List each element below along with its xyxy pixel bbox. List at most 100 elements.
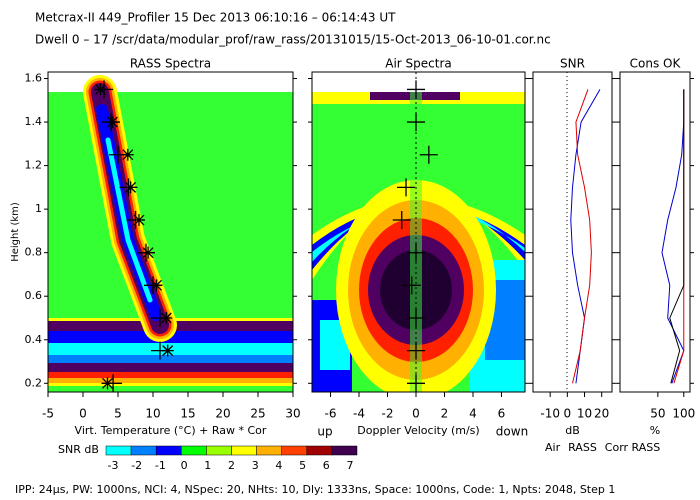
x-tick-label: 30 bbox=[285, 407, 300, 421]
x-tick-label: 0 bbox=[412, 407, 420, 421]
plot-frame bbox=[619, 71, 691, 393]
x-tick-label: 0 bbox=[79, 407, 87, 421]
marker bbox=[407, 80, 426, 99]
rass-contour bbox=[48, 72, 293, 392]
panel-title: RASS Spectra bbox=[130, 57, 211, 71]
marker bbox=[106, 116, 119, 129]
colorbar-swatch bbox=[130, 445, 157, 456]
profile-line bbox=[661, 89, 685, 384]
x-tick-label: -6 bbox=[325, 407, 337, 421]
colorbar-swatch bbox=[231, 445, 257, 456]
y-tick-label: 1.4 bbox=[25, 115, 43, 128]
y-axis-label: Height (km) bbox=[10, 202, 21, 262]
marker bbox=[407, 374, 426, 393]
legend-entry: RASS bbox=[568, 441, 597, 454]
x-tick-label: 4 bbox=[469, 407, 477, 421]
colorbar-label: 4 bbox=[275, 459, 282, 472]
marker bbox=[94, 83, 107, 96]
colorbar-swatch bbox=[256, 445, 282, 456]
marker bbox=[397, 178, 416, 197]
panel-title: Air Spectra bbox=[385, 57, 452, 71]
x-tick-label: 2 bbox=[441, 407, 449, 421]
colorbar-swatch bbox=[206, 445, 232, 456]
colorbar-swatch bbox=[181, 445, 207, 456]
title: Metcrax-II 449_Profiler 15 Dec 2013 06:1… bbox=[35, 11, 396, 25]
panel-title: Cons OK bbox=[630, 57, 682, 71]
colorbar-swatch bbox=[331, 445, 358, 456]
footer: IPP: 24μs, PW: 1000ns, NCI: 4, NSpec: 20… bbox=[15, 483, 615, 496]
colorbar-label: -2 bbox=[131, 459, 142, 472]
colorbar-title: SNR dB bbox=[58, 443, 99, 456]
x-axis-label: % bbox=[650, 424, 660, 437]
y-tick-label: 0.6 bbox=[25, 289, 43, 302]
marker bbox=[419, 145, 438, 164]
x-tick-label: -5 bbox=[42, 407, 54, 421]
profile-line bbox=[570, 89, 601, 384]
marker bbox=[124, 181, 137, 194]
legend-entry: Air bbox=[545, 441, 561, 454]
x-axis-label: Virt. Temperature (°C) + Raw * Cor bbox=[75, 424, 267, 437]
x-tick-label: -10 bbox=[540, 407, 560, 421]
y-tick-label: 0.8 bbox=[25, 246, 43, 259]
colorbar-label: -1 bbox=[155, 459, 166, 472]
y-tick-label: 0.2 bbox=[25, 376, 43, 389]
x-tick-label: 20 bbox=[215, 407, 230, 421]
marker bbox=[161, 344, 174, 357]
x-tick-label: 6 bbox=[498, 407, 506, 421]
x-tick-label: 100 bbox=[672, 407, 695, 421]
x-tick-label: 50 bbox=[650, 407, 665, 421]
marker bbox=[150, 279, 163, 292]
colorbar-label: 6 bbox=[323, 459, 330, 472]
x-tick-label: 0 bbox=[564, 407, 572, 421]
note: up bbox=[317, 425, 332, 439]
x-tick-label: -4 bbox=[353, 407, 365, 421]
y-tick-label: 1.2 bbox=[25, 159, 43, 172]
colorbar-label: 1 bbox=[204, 459, 211, 472]
profile-line bbox=[669, 89, 685, 384]
marker bbox=[407, 341, 426, 360]
air-contour bbox=[312, 72, 525, 392]
colorbar-swatch bbox=[155, 445, 182, 456]
x-tick-label: 20 bbox=[594, 407, 609, 421]
colorbar-label: 7 bbox=[347, 459, 354, 472]
legend-entry: Corr RASS bbox=[605, 441, 660, 454]
x-tick-label: 25 bbox=[250, 407, 265, 421]
x-axis-label: dB bbox=[565, 424, 580, 437]
marker bbox=[407, 308, 426, 327]
marker bbox=[121, 148, 134, 161]
colorbar-label: 0 bbox=[181, 459, 188, 472]
colorbar-label: 5 bbox=[299, 459, 306, 472]
x-tick-label: -2 bbox=[382, 407, 394, 421]
marker bbox=[133, 214, 145, 227]
colorbar-label: 2 bbox=[228, 459, 235, 472]
marker bbox=[407, 113, 426, 132]
colorbar-swatch bbox=[306, 445, 333, 456]
x-axis-label: Doppler Velocity (m/s) bbox=[357, 424, 479, 437]
marker bbox=[142, 246, 155, 259]
x-tick-label: 5 bbox=[114, 407, 122, 421]
marker bbox=[101, 377, 114, 390]
marker bbox=[407, 243, 426, 262]
profile-line bbox=[572, 89, 592, 384]
x-tick-label: 15 bbox=[180, 407, 195, 421]
colorbar-label: -3 bbox=[108, 459, 119, 472]
marker bbox=[392, 211, 411, 230]
y-tick-label: 1 bbox=[35, 202, 42, 215]
note: down bbox=[496, 425, 528, 439]
panel-title: SNR bbox=[560, 57, 585, 71]
x-tick-label: 10 bbox=[577, 407, 592, 421]
colorbar-swatch bbox=[281, 445, 308, 456]
plot-frame bbox=[311, 71, 526, 393]
plot-frame bbox=[47, 71, 294, 393]
profile-line bbox=[673, 89, 685, 384]
x-tick-label: 10 bbox=[145, 407, 160, 421]
plot-frame bbox=[532, 71, 613, 393]
marker bbox=[160, 311, 173, 324]
colorbar-swatch bbox=[105, 445, 132, 456]
y-tick-label: 1.6 bbox=[25, 72, 43, 85]
marker bbox=[402, 276, 421, 295]
dwell: Dwell 0 – 17 /scr/data/modular_prof/raw_… bbox=[35, 33, 551, 47]
colorbar-label: 3 bbox=[252, 459, 259, 472]
y-tick-label: 0.4 bbox=[25, 333, 43, 346]
